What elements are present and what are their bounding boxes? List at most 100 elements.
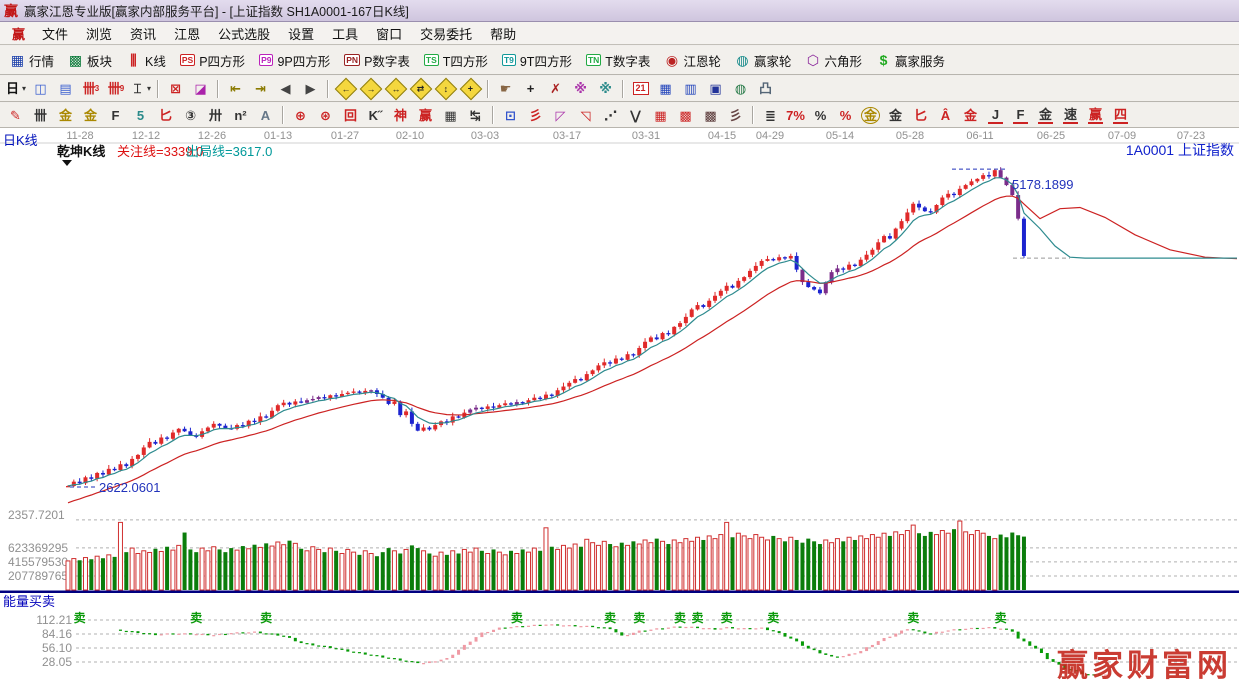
- menu-formula-pick[interactable]: 公式选股: [218, 26, 271, 42]
- intraday-chart-icon[interactable]: ◪: [189, 78, 212, 100]
- sectors-button[interactable]: ▩ 板块: [61, 48, 119, 73]
- print-icon[interactable]: 凸: [754, 78, 777, 100]
- pct-icon[interactable]: %: [809, 104, 832, 126]
- gann-brain-purple-icon[interactable]: ※: [569, 78, 592, 100]
- t-number-table-button[interactable]: TN T数字表: [579, 48, 657, 73]
- t-square-button[interactable]: TS T四方形: [417, 48, 495, 73]
- menu-file[interactable]: 文件: [42, 26, 69, 42]
- width-measure-icon[interactable]: ↹: [464, 104, 487, 126]
- winner-service-button[interactable]: $ 赢家服务: [869, 48, 952, 73]
- k-mark-icon[interactable]: K˝: [364, 104, 387, 126]
- menu-gann[interactable]: 江恩: [174, 26, 201, 42]
- trend-line-icon[interactable]: ⋰: [599, 104, 622, 126]
- angle-speed-icon[interactable]: 速: [1059, 104, 1082, 126]
- gann-brain-teal-icon[interactable]: ※: [594, 78, 617, 100]
- menu-tools[interactable]: 工具: [332, 26, 359, 42]
- export-icon[interactable]: ◍: [729, 78, 752, 100]
- next-bar-icon[interactable]: ▶: [299, 78, 322, 100]
- pan-left-icon[interactable]: ←: [334, 77, 357, 100]
- box-select-icon[interactable]: ⊡: [499, 104, 522, 126]
- last-page-icon[interactable]: ⇥: [249, 78, 272, 100]
- knife-tool-icon[interactable]: 匕: [154, 104, 177, 126]
- hexagon-button[interactable]: ⬡ 六角形: [798, 48, 869, 73]
- period-daily-dropdown[interactable]: 日 ▾: [4, 78, 27, 100]
- info-panel-icon[interactable]: ▤: [54, 78, 77, 100]
- fan-box-purple-icon[interactable]: ◸: [549, 104, 572, 126]
- chart-area[interactable]: 11-28 12-12 12-26 01-13 01-27 02-10 03-03 03-17…: [0, 128, 1239, 685]
- ray-fan-icon[interactable]: 彡: [524, 104, 547, 126]
- crosshair-tool-icon[interactable]: +: [519, 78, 542, 100]
- zoom-out-all-icon[interactable]: ↕: [434, 77, 457, 100]
- prev-bar-icon[interactable]: ◀: [274, 78, 297, 100]
- hatch-plus-icon[interactable]: 卅: [204, 104, 227, 126]
- candle-style-dropdown[interactable]: ⌶ ▾: [129, 78, 152, 100]
- spiral5-icon[interactable]: 5: [129, 104, 152, 126]
- menu-settings[interactable]: 设置: [288, 26, 315, 42]
- hatch-lines-icon[interactable]: 卌: [29, 104, 52, 126]
- grid-dark-icon[interactable]: ▩: [699, 104, 722, 126]
- circle3-icon[interactable]: ③: [179, 104, 202, 126]
- gold-line-icon[interactable]: 金: [959, 104, 982, 126]
- gold-circle-icon[interactable]: 金: [859, 104, 882, 126]
- menu-help[interactable]: 帮助: [490, 26, 517, 42]
- step-lines-icon[interactable]: ≣: [759, 104, 782, 126]
- save-icon[interactable]: ▣: [704, 78, 727, 100]
- wave-a-icon[interactable]: Â: [934, 104, 957, 126]
- candles-layer[interactable]: [66, 167, 1026, 488]
- check-line-icon[interactable]: ⋁: [624, 104, 647, 126]
- menu-trade[interactable]: 交易委托: [420, 26, 473, 42]
- square-spiral-icon[interactable]: 回: [339, 104, 362, 126]
- ex-rights-icon[interactable]: ⊠: [164, 78, 187, 100]
- n-square-icon[interactable]: n²: [229, 104, 252, 126]
- overlay-dropdown-triangle-icon[interactable]: [62, 160, 72, 166]
- grid-123-icon[interactable]: ▦: [439, 104, 462, 126]
- grid-red2-icon[interactable]: ▩: [674, 104, 697, 126]
- grid-red-icon[interactable]: ▦: [649, 104, 672, 126]
- zoom-out-h-icon[interactable]: ↔: [384, 77, 407, 100]
- 9t-square-button[interactable]: T9 9T四方形: [495, 48, 579, 73]
- win-grid-icon[interactable]: 赢: [414, 104, 437, 126]
- angle-win-icon[interactable]: 赢: [1084, 104, 1107, 126]
- pan-right-icon[interactable]: →: [359, 77, 382, 100]
- fibonacci-lines-icon[interactable]: F: [104, 104, 127, 126]
- erase-tool-icon[interactable]: ✗: [544, 78, 567, 100]
- angle-gold-icon[interactable]: 金: [1034, 104, 1057, 126]
- calculator-icon[interactable]: ▦: [654, 78, 677, 100]
- angle-j-icon[interactable]: J: [984, 104, 1007, 126]
- circle-cross-icon[interactable]: ⊕: [289, 104, 312, 126]
- angle-four-icon[interactable]: 四: [1109, 104, 1132, 126]
- winner-wheel-button[interactable]: ◍ 赢家轮: [728, 48, 799, 73]
- pencil-tool-icon[interactable]: ✎: [4, 104, 27, 126]
- first-page-icon[interactable]: ⇤: [224, 78, 247, 100]
- p-number-table-button[interactable]: PN P数字表: [337, 48, 417, 73]
- notes-icon[interactable]: ▥: [679, 78, 702, 100]
- hand-tool-icon[interactable]: ☛: [494, 78, 517, 100]
- 9p-square-button[interactable]: P9 9P四方形: [252, 48, 337, 73]
- gold-ratio-lines-icon[interactable]: 金: [54, 104, 77, 126]
- zoom-in-all-icon[interactable]: +: [459, 77, 482, 100]
- region-zoom-icon[interactable]: ◫: [29, 78, 52, 100]
- fan-box-red-icon[interactable]: ◹: [574, 104, 597, 126]
- zoom-in-h-icon[interactable]: ⇄: [409, 77, 432, 100]
- gold-ratio-lines2-icon[interactable]: 金: [79, 104, 102, 126]
- gann-wheel-small-icon[interactable]: ⊛: [314, 104, 337, 126]
- title-bar[interactable]: 赢 赢家江恩专业版[赢家内部服务平台] - [上证指数 SH1A0001-167…: [0, 0, 1239, 22]
- slash-lines-icon[interactable]: 彡: [724, 104, 747, 126]
- gold-eq-icon[interactable]: 金: [884, 104, 907, 126]
- menu-view[interactable]: 浏览: [86, 26, 113, 42]
- menu-news[interactable]: 资讯: [130, 26, 157, 42]
- chart-canvas[interactable]: 11-28 12-12 12-26 01-13 01-27 02-10 03-03 03-17…: [0, 128, 1239, 685]
- angle-f-icon[interactable]: F: [1009, 104, 1032, 126]
- angle-a-icon[interactable]: A: [254, 104, 277, 126]
- pct-line-icon[interactable]: %: [834, 104, 857, 126]
- calendar-icon[interactable]: 21: [629, 78, 652, 100]
- kline-button[interactable]: ⫼ K线: [119, 48, 173, 73]
- seven-pct-icon[interactable]: 7%: [784, 104, 807, 126]
- menu-window[interactable]: 窗口: [376, 26, 403, 42]
- pane-divider[interactable]: [0, 590, 1239, 594]
- quotes-button[interactable]: ▦ 行情: [3, 48, 61, 73]
- p-square-button[interactable]: PS P四方形: [173, 48, 252, 73]
- shen-grid-icon[interactable]: 神: [389, 104, 412, 126]
- gann-wheel-button[interactable]: ◉ 江恩轮: [657, 48, 728, 73]
